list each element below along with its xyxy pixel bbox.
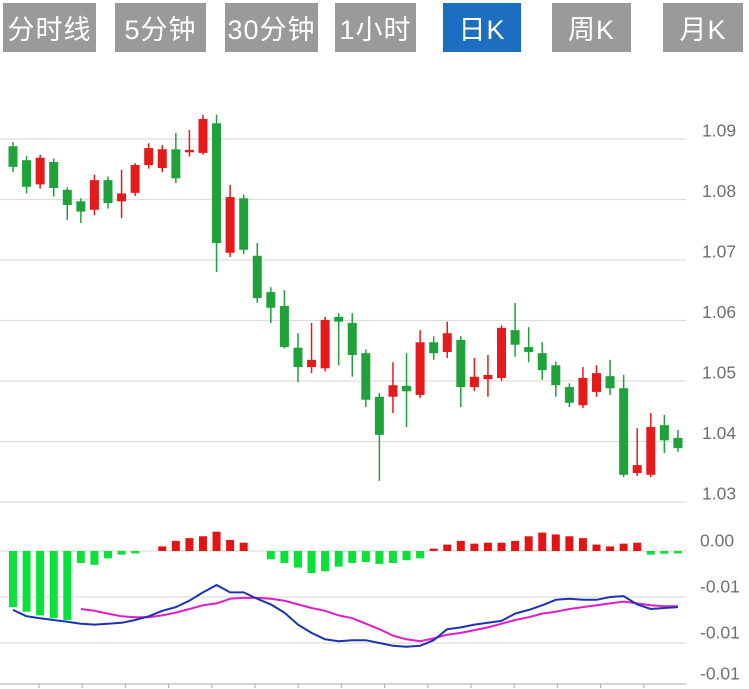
macd-gridlines	[0, 550, 686, 644]
svg-text:1.07: 1.07	[702, 242, 736, 262]
svg-text:1.03: 1.03	[702, 484, 736, 504]
svg-text:-0.01: -0.01	[700, 623, 740, 643]
macd-axis-labels: 0.00 -0.01 -0.01 -0.01	[700, 531, 740, 684]
svg-text:1.04: 1.04	[702, 423, 736, 443]
price-gridlines	[0, 138, 686, 503]
tab-5min[interactable]: 5分钟	[115, 3, 206, 52]
dif-line	[12, 584, 678, 648]
timeframe-toolbar: 分时线 5分钟 30分钟 1小时 日K 周K 月K	[0, 3, 749, 52]
svg-text:1.05: 1.05	[702, 363, 736, 383]
svg-text:1.08: 1.08	[702, 181, 736, 201]
svg-text:-0.01: -0.01	[700, 577, 740, 597]
dea-line	[80, 596, 678, 643]
svg-text:0.00: 0.00	[700, 531, 734, 551]
svg-text:1.09: 1.09	[702, 121, 736, 141]
svg-text:-0.01: -0.01	[700, 664, 740, 684]
tab-30min[interactable]: 30分钟	[225, 3, 318, 52]
macd-histogram	[9, 531, 682, 620]
tab-daily-k[interactable]: 日K	[443, 3, 521, 52]
tab-monthly-k[interactable]: 月K	[663, 3, 743, 52]
x-axis	[0, 683, 686, 688]
tab-1hour[interactable]: 1小时	[335, 3, 416, 52]
svg-text:1.06: 1.06	[702, 302, 736, 322]
tab-timeshare[interactable]: 分时线	[3, 3, 96, 52]
candlestick-series	[8, 114, 683, 481]
tab-weekly-k[interactable]: 周K	[552, 3, 631, 52]
price-axis-labels: 1.09 1.08 1.07 1.06 1.05 1.04 1.03	[702, 121, 736, 504]
